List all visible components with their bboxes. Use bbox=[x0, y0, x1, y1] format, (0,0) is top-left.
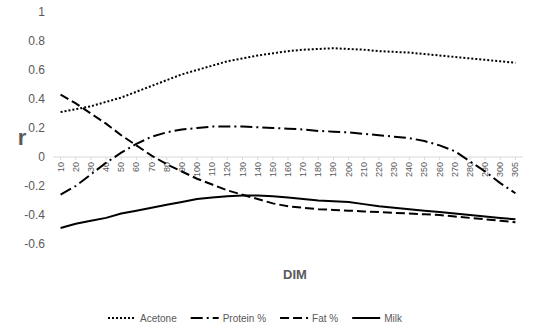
x-tick bbox=[257, 157, 258, 160]
legend-label: Acetone bbox=[140, 313, 177, 324]
x-tick-label: 240 bbox=[404, 162, 414, 177]
x-tick-label: 70 bbox=[147, 162, 157, 172]
x-tick bbox=[409, 157, 410, 160]
x-tick bbox=[454, 157, 455, 160]
y-tick-label: -0.6 bbox=[24, 237, 45, 251]
x-tick bbox=[333, 157, 334, 160]
x-tick bbox=[288, 157, 289, 160]
y-tick bbox=[50, 215, 53, 216]
x-tick bbox=[500, 157, 501, 160]
x-tick-label: 20 bbox=[71, 162, 81, 172]
y-tick-label: 0.4 bbox=[28, 92, 45, 106]
y-tick bbox=[50, 70, 53, 71]
x-tick-label: 305 bbox=[510, 162, 520, 177]
x-tick bbox=[166, 157, 167, 160]
x-tick-label: 250 bbox=[419, 162, 429, 177]
x-tick-label: 180 bbox=[313, 162, 323, 177]
x-tick-label: 270 bbox=[450, 162, 460, 177]
x-tick-label: 170 bbox=[298, 162, 308, 177]
x-tick bbox=[121, 157, 122, 160]
x-tick bbox=[60, 157, 61, 160]
y-tick bbox=[50, 128, 53, 129]
y-tick-label: 0.6 bbox=[28, 63, 45, 77]
y-tick-label: 0 bbox=[38, 150, 45, 164]
y-tick-label: 0.8 bbox=[28, 34, 45, 48]
y-axis-title: r bbox=[18, 125, 27, 150]
x-tick bbox=[136, 157, 137, 160]
y-tick bbox=[50, 157, 53, 158]
y-tick bbox=[50, 99, 53, 100]
legend-label: Fat % bbox=[312, 313, 338, 324]
x-tick-label: 150 bbox=[268, 162, 278, 177]
legend-swatch bbox=[108, 317, 136, 319]
x-tick bbox=[151, 157, 152, 160]
series-line bbox=[61, 95, 516, 223]
y-tick bbox=[50, 41, 53, 42]
x-tick-label: 60 bbox=[131, 162, 141, 172]
x-tick bbox=[378, 157, 379, 160]
legend-swatch bbox=[352, 317, 380, 319]
legend: Acetone Protein % Fat % Milk bbox=[108, 313, 403, 324]
x-tick bbox=[485, 157, 486, 160]
series-line bbox=[61, 48, 516, 112]
y-tick-label: 0.2 bbox=[28, 121, 45, 135]
x-tick-label: 110 bbox=[207, 162, 217, 176]
plot-lines bbox=[61, 48, 516, 228]
x-tick bbox=[227, 157, 228, 160]
x-tick-label: 200 bbox=[344, 162, 354, 177]
x-tick-label: 160 bbox=[283, 162, 293, 177]
legend-swatch bbox=[280, 317, 308, 319]
legend-swatch bbox=[191, 317, 219, 319]
x-axis-title: DIM bbox=[283, 267, 307, 282]
x-tick bbox=[363, 157, 364, 160]
x-tick bbox=[212, 157, 213, 160]
x-tick-label: 30 bbox=[86, 162, 96, 172]
x-tick bbox=[515, 157, 516, 160]
y-tick bbox=[50, 186, 53, 187]
x-tick-label: 210 bbox=[359, 162, 369, 177]
x-tick-label: 50 bbox=[116, 162, 126, 172]
x-tick bbox=[439, 157, 440, 160]
x-tick-label: 120 bbox=[222, 162, 232, 177]
x-tick-label: 100 bbox=[192, 162, 202, 177]
y-tick bbox=[50, 244, 53, 245]
x-tick-label: 280 bbox=[465, 162, 475, 177]
y-tick-label: -0.4 bbox=[24, 208, 45, 222]
x-tick bbox=[197, 157, 198, 160]
x-tick bbox=[106, 157, 107, 160]
x-tick bbox=[90, 157, 91, 160]
legend-label: Milk bbox=[384, 313, 403, 324]
x-tick bbox=[272, 157, 273, 160]
chart: -0.6-0.4-0.200.20.40.60.8110203040506070… bbox=[0, 0, 536, 333]
series-line bbox=[61, 127, 516, 195]
x-tick-label: 300 bbox=[495, 162, 505, 177]
x-tick bbox=[181, 157, 182, 160]
x-tick bbox=[242, 157, 243, 160]
x-tick bbox=[318, 157, 319, 160]
x-tick bbox=[348, 157, 349, 160]
x-tick-label: 220 bbox=[374, 162, 384, 177]
x-tick-label: 260 bbox=[435, 162, 445, 177]
x-tick bbox=[303, 157, 304, 160]
x-tick-label: 230 bbox=[389, 162, 399, 177]
y-tick-label: -0.2 bbox=[24, 179, 45, 193]
x-tick bbox=[469, 157, 470, 160]
x-tick bbox=[424, 157, 425, 160]
x-tick-label: 190 bbox=[328, 162, 338, 177]
series-line bbox=[61, 195, 516, 228]
x-tick-label: 10 bbox=[56, 162, 66, 172]
y-tick bbox=[50, 12, 53, 13]
x-tick-label: 140 bbox=[253, 162, 263, 177]
y-tick-label: 1 bbox=[38, 5, 45, 19]
legend-label: Protein % bbox=[223, 313, 266, 324]
x-tick-label: 130 bbox=[238, 162, 248, 177]
x-tick bbox=[75, 157, 76, 160]
x-tick bbox=[394, 157, 395, 160]
